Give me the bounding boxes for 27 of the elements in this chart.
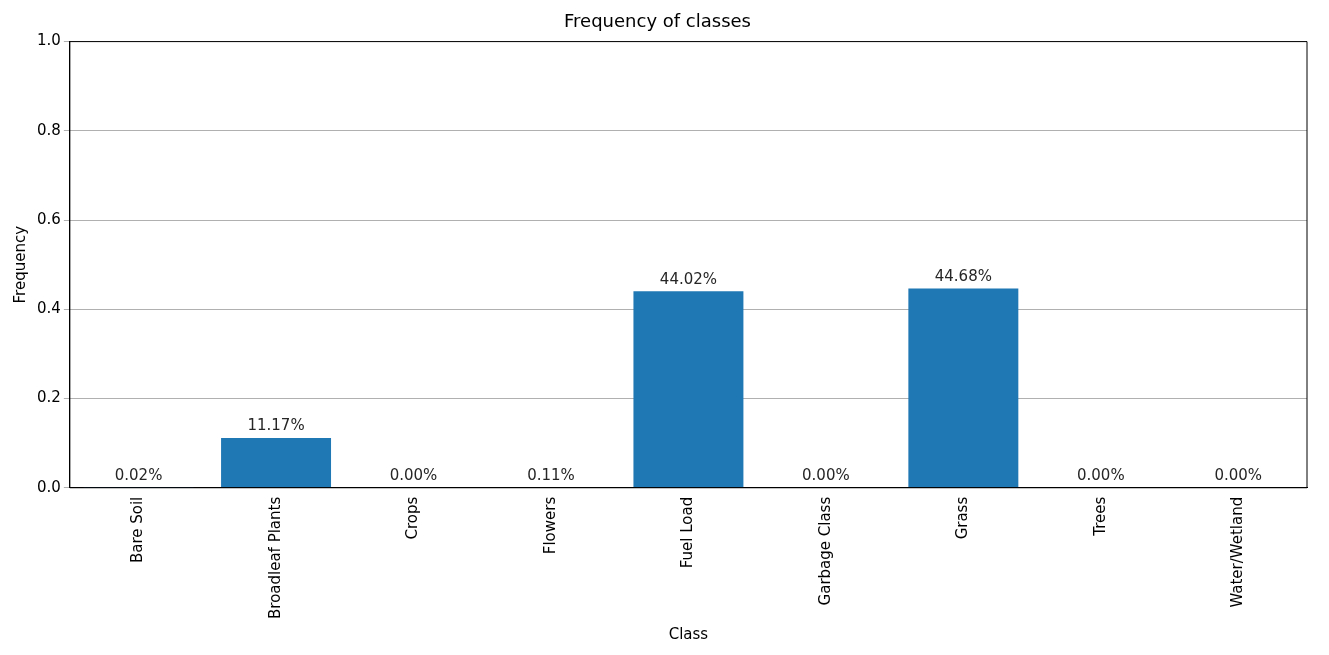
- data-label: 0.00%: [1214, 466, 1263, 485]
- y-tick-label: 0.6: [37, 209, 61, 228]
- x-tick-label: Fuel Load: [678, 496, 697, 569]
- x-tick-label: Flowers: [540, 496, 559, 555]
- y-tick-label: 1.0: [37, 31, 61, 50]
- x-tick-label: Broadleaf Plants: [265, 496, 284, 619]
- y-axis-title: Frequency: [10, 225, 29, 304]
- x-tick-label: Grass: [953, 496, 972, 540]
- data-label: 11.17%: [247, 416, 305, 435]
- y-tick-label: 0.2: [37, 388, 61, 407]
- x-tick-label: Trees: [1090, 496, 1109, 537]
- data-label: 44.68%: [934, 266, 992, 285]
- x-tick-label: Crops: [403, 496, 422, 540]
- y-tick-label: 0.8: [37, 120, 61, 139]
- x-axis-title: Class: [668, 624, 709, 643]
- data-label: 44.02%: [659, 269, 718, 288]
- y-tick-label: 0.4: [37, 299, 61, 318]
- data-label: 0.02%: [114, 466, 163, 485]
- x-tick-label: Water/Wetland: [1228, 496, 1247, 608]
- y-tick-label: 0.0: [37, 477, 61, 496]
- data-label: 0.00%: [802, 466, 850, 485]
- x-tick-label: Garbage Class: [815, 496, 834, 606]
- data-label: 0.00%: [389, 466, 438, 485]
- chart-title: Frequency of classes: [564, 10, 751, 32]
- x-tick-label: Bare Soil: [128, 496, 147, 564]
- data-label: 0.11%: [527, 465, 575, 484]
- data-label: 0.00%: [1076, 466, 1125, 485]
